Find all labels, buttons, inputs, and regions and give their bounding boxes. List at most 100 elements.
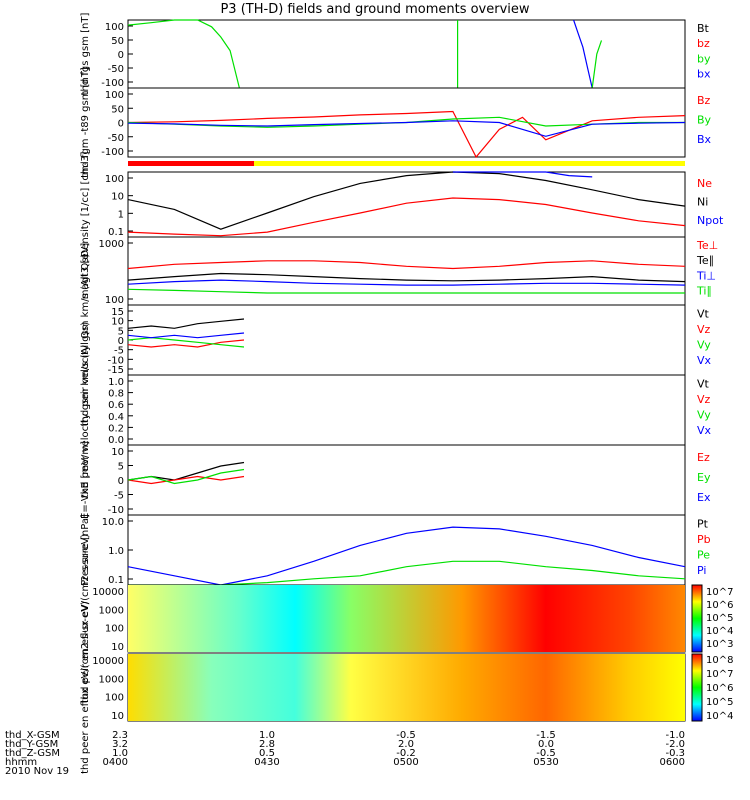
panel-frame <box>127 304 686 376</box>
footer-value: -0.3 <box>665 748 685 759</box>
y-tick-label: 0.1 <box>108 227 124 238</box>
colorbar-1-label: 10^5 <box>706 613 733 624</box>
series-line-bx <box>573 19 593 89</box>
series-line-Te∥ <box>127 272 686 283</box>
series-line-Vt <box>127 318 245 329</box>
legend-entry: Pt <box>697 517 709 530</box>
series-line-Ez <box>127 475 245 485</box>
series-line-Vy <box>127 337 245 348</box>
y-tick-label: 10 <box>111 642 124 653</box>
y-tick-label: -100 <box>101 78 124 89</box>
legend-entry: by <box>697 52 711 65</box>
panel-fgs: 100 50 0 -50 -100 thd fgs gsm [nT] Bt bz by bx <box>80 13 711 96</box>
panel-efield: 10 5 0 -5 -10 E=-VxB [mV/m] Ez Ey Ex <box>80 441 711 519</box>
footer-value: -0.2 <box>396 748 416 759</box>
footer-value: -1.0 <box>665 730 685 741</box>
panel-frame <box>127 236 686 306</box>
y-axis-label: E=-VxB [mV/m] <box>80 441 91 519</box>
y-tick-label: 100 <box>105 295 124 306</box>
y-tick-label: 10 <box>111 192 124 203</box>
footer-value: -2.0 <box>665 739 685 750</box>
panel-pressure: 10.0 1.0 0.1 Pressure [nPa] Pt Pb Pe Pi <box>80 514 711 586</box>
series-line-Ti⊥ <box>127 279 686 286</box>
series-line-Ni <box>127 171 686 230</box>
y-tick-label: 0 <box>118 50 124 61</box>
colorbar-2-label: 10^8 <box>706 655 733 666</box>
colorbar-1-label: 10^6 <box>706 600 733 611</box>
footer-value: 0.0 <box>538 739 554 750</box>
panel-peer_velocity: 1.00.80.60.40.20.0 thd peer velocity gsm … <box>80 322 712 498</box>
footer-value: 2.8 <box>259 739 275 750</box>
y-axis-label: Density [1/cc] [cm-3] <box>80 151 91 257</box>
legend-entry: Te⊥ <box>696 239 718 252</box>
colorbar-2-labels: 10^8 10^7 10^6 10^5 10^4 <box>706 655 733 722</box>
legend-entry: By <box>697 113 712 126</box>
footer-value: -0.5 <box>396 730 416 741</box>
series-line-Bx <box>127 120 686 137</box>
y-tick-label: 1000 <box>99 239 124 250</box>
legend-entry: Bt <box>697 22 710 35</box>
legend-entry: Npot <box>697 214 724 227</box>
legend-entry: Ni <box>697 195 708 208</box>
status-bar-red <box>128 161 254 166</box>
y-tick-label: 10.0 <box>102 517 124 528</box>
footer-value: -1.5 <box>536 730 556 741</box>
panel-density: 100 10 1 0.1 Density [1/cc] [cm-3] Ne Ni Npot <box>80 151 724 257</box>
colorbar-2-label: 10^6 <box>706 683 733 694</box>
y-tick-label: -10 <box>108 355 124 366</box>
y-axis-label: thd peer velocity gsm km/s (All Qs) <box>80 322 91 498</box>
footer-value: 1.0 <box>112 748 128 759</box>
legend-entry: Bx <box>697 133 712 146</box>
legend-entry: Vx <box>697 354 712 367</box>
colorbar-1-label: 10^3 <box>706 639 733 650</box>
series-line-Ne <box>127 197 686 237</box>
y-tick-label: 0.1 <box>108 575 124 586</box>
legend-entry: Pe <box>697 549 710 562</box>
panel-fgm: 100 50 0 -50 -100 thd fgm -t89 gsm [nT] Bz By Bx <box>80 67 712 178</box>
y-tick-label: 0 <box>118 336 124 347</box>
legend-entry: Vt <box>697 377 710 390</box>
series-line-Pi <box>127 526 686 586</box>
y-tick-label: 100 <box>105 22 124 33</box>
colorbar-2 <box>691 653 703 722</box>
footer-row-label: thd_Y-GSM <box>5 739 58 750</box>
y-tick-label: 1000 <box>99 605 124 616</box>
y-tick-label: 0.4 <box>108 412 124 423</box>
y-tick-label: 5 <box>118 326 124 337</box>
legend-entry: Ti⊥ <box>696 269 716 282</box>
y-tick-label: -50 <box>108 64 124 75</box>
footer-value: 0400 <box>103 757 128 768</box>
legend-entry: bx <box>697 67 711 80</box>
footer-value: 0500 <box>393 757 418 768</box>
footer-value: -0.5 <box>536 748 556 759</box>
series-line-Te⊥ <box>127 260 686 270</box>
y-axis-label: magt3 [eV] <box>80 243 91 300</box>
colorbar-2-label: 10^5 <box>706 697 733 708</box>
colorbar-1-labels: 10^7 10^6 10^5 10^4 10^3 <box>706 587 733 650</box>
colorbar-1 <box>691 584 703 653</box>
y-tick-label: 1.0 <box>108 546 124 557</box>
panel-temperature: 1000 100 magt3 [eV] Te⊥ Te∥ Ti⊥ Ti∥ <box>80 236 718 306</box>
series-line-Npot <box>452 171 593 178</box>
footer-value: 0430 <box>254 757 279 768</box>
legend-entry: Vz <box>697 323 711 336</box>
footer-value: 3.2 <box>112 739 128 750</box>
y-tick-label: -15 <box>108 365 124 376</box>
series-line-Bz <box>127 110 686 159</box>
y-tick-label: 5 <box>118 462 124 473</box>
panel-frame <box>127 444 686 516</box>
footer-value: 0530 <box>533 757 558 768</box>
legend-entry: Vy <box>697 409 711 422</box>
y-tick-label: 100 <box>105 624 124 635</box>
y-tick-label: 100 <box>105 693 124 704</box>
legend-entry: Ez <box>697 451 710 464</box>
legend-entry: Bz <box>697 94 711 107</box>
y-tick-label: 1 <box>118 209 124 220</box>
y-tick-label: 0.6 <box>108 400 124 411</box>
legend-entry: Te∥ <box>696 254 714 267</box>
y-axis-label: thd peer en eflux eV/(cm2-s-sr-eV) <box>80 601 91 774</box>
series-line-Pe <box>128 560 686 586</box>
legend-entry: bz <box>697 37 710 50</box>
y-tick-label: 100 <box>105 174 124 185</box>
y-tick-label: 0.8 <box>108 389 124 400</box>
